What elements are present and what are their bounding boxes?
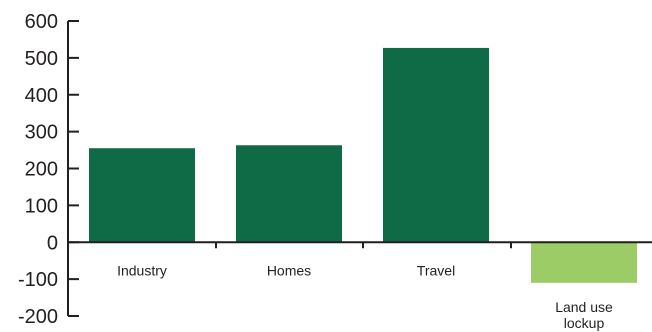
bar-travel bbox=[383, 47, 489, 243]
category-label: Travel bbox=[417, 262, 455, 278]
y-tick-label: 500 bbox=[25, 48, 58, 70]
y-tick-label: 600 bbox=[25, 11, 58, 33]
bar-industry bbox=[89, 148, 195, 243]
y-tick-label: 400 bbox=[25, 85, 58, 107]
category-label: lockup bbox=[564, 315, 605, 331]
axes bbox=[67, 20, 652, 317]
y-tick-labels: 600 500 400 300 200 100 0 -100 -200 bbox=[18, 11, 58, 328]
y-tick-label: 0 bbox=[47, 232, 58, 254]
category-label: Homes bbox=[267, 262, 311, 278]
y-tick-label: -200 bbox=[18, 306, 58, 328]
bar-land-use-lockup bbox=[531, 242, 637, 283]
y-tick-label: 300 bbox=[25, 122, 58, 144]
y-tick-label: 100 bbox=[25, 195, 58, 217]
y-tick-label: -100 bbox=[18, 269, 58, 291]
y-tick-label: 200 bbox=[25, 159, 58, 181]
category-label: Industry bbox=[117, 262, 167, 278]
bars bbox=[89, 47, 637, 283]
bar-homes bbox=[236, 145, 342, 243]
category-label: Land use bbox=[555, 299, 613, 315]
